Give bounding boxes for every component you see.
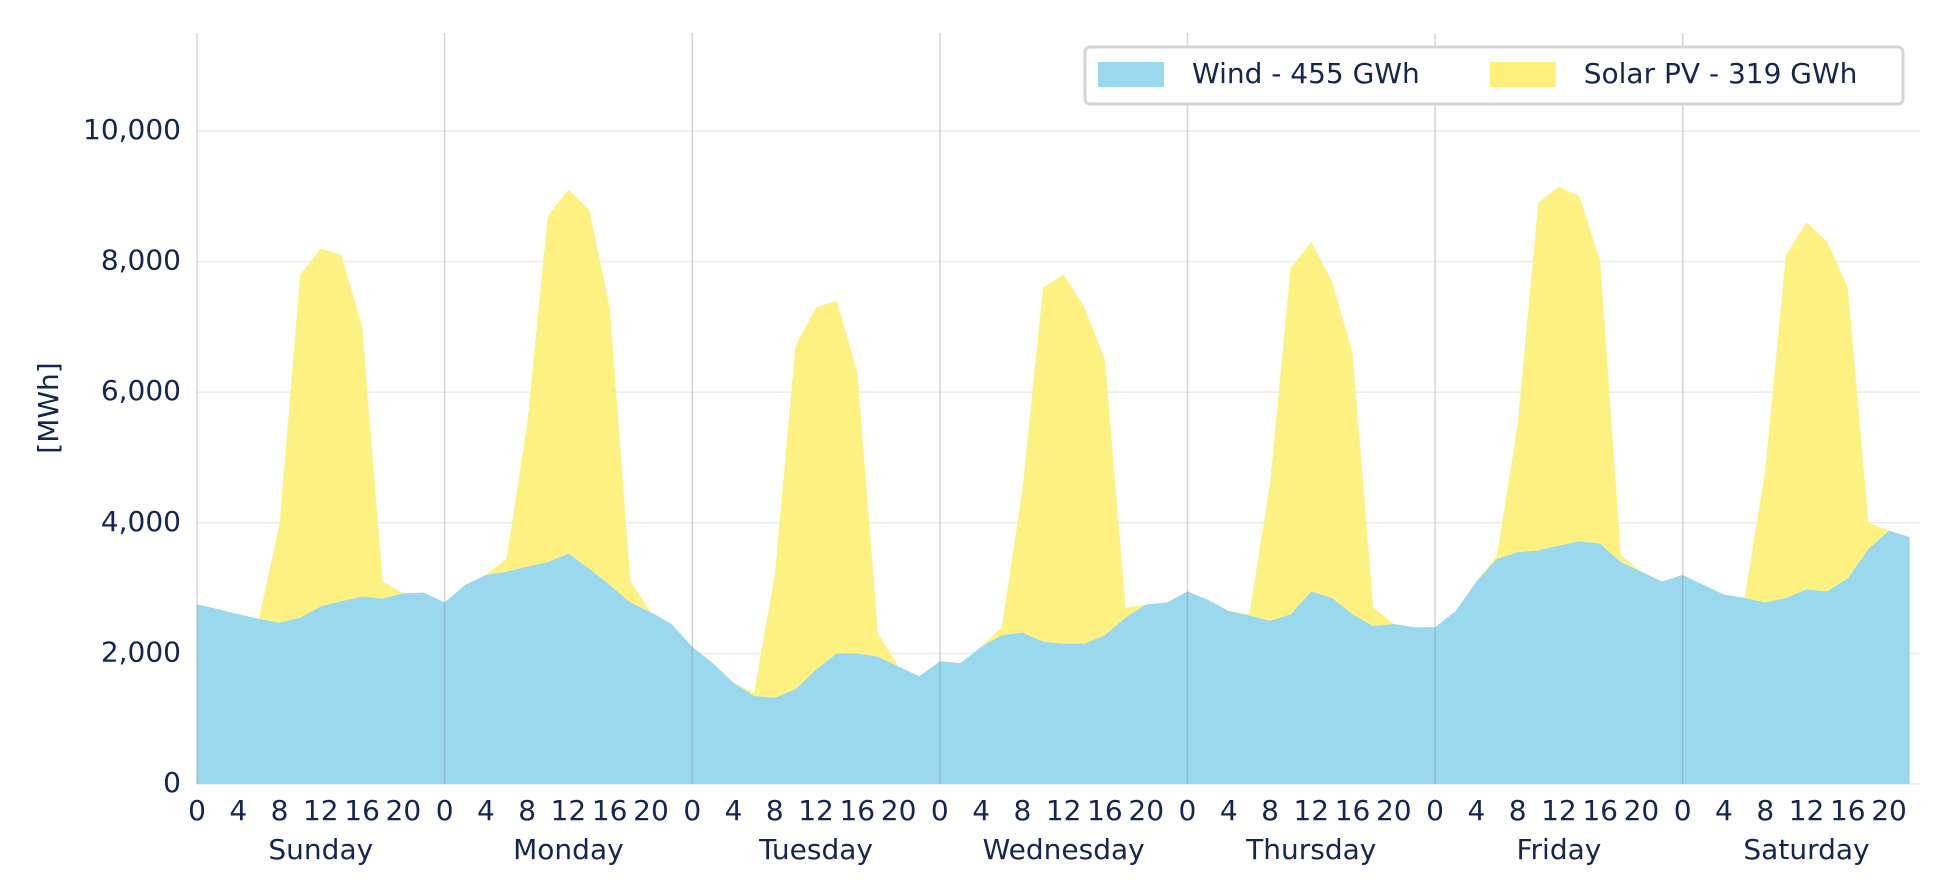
x-tick-label: 20	[1128, 794, 1164, 827]
x-tick-label: 0	[1179, 794, 1197, 827]
day-label: Monday	[513, 833, 624, 866]
x-tick-label: 20	[1624, 794, 1660, 827]
x-tick-label: 16	[1830, 794, 1866, 827]
x-tick-label: 8	[766, 794, 784, 827]
x-tick-label: 4	[477, 794, 495, 827]
x-tick-label: 8	[1756, 794, 1774, 827]
x-tick-label: 20	[1376, 794, 1412, 827]
x-tick-label: 4	[725, 794, 743, 827]
x-tick-label: 4	[229, 794, 247, 827]
x-tick-label: 16	[1582, 794, 1618, 827]
x-tick-label: 20	[386, 794, 422, 827]
legend-label: Solar PV - 319 GWh	[1584, 57, 1858, 90]
x-tick-label: 20	[881, 794, 917, 827]
area	[197, 530, 1910, 784]
legend-swatch	[1489, 62, 1556, 87]
x-tick-label: 16	[592, 794, 628, 827]
y-tick-label: 8,000	[101, 244, 181, 277]
day-label: Thursday	[1245, 833, 1376, 866]
x-tick-label: 8	[1509, 794, 1527, 827]
x-tick-label: 16	[839, 794, 875, 827]
x-tick-label: 8	[518, 794, 536, 827]
y-tick-label: 10,000	[83, 113, 181, 146]
x-tick-label: 0	[188, 794, 206, 827]
x-tick-label: 0	[1674, 794, 1692, 827]
x-tick-label: 16	[1335, 794, 1371, 827]
x-tick-label: 12	[1046, 794, 1082, 827]
x-tick-label: 4	[972, 794, 990, 827]
y-tick-label: 2,000	[101, 635, 181, 668]
x-tick-label: 0	[931, 794, 949, 827]
legend-label: Wind - 455 GWh	[1192, 57, 1420, 90]
x-tick-label: 4	[1467, 794, 1485, 827]
x-tick-label: 8	[1261, 794, 1279, 827]
day-label: Tuesday	[758, 833, 873, 866]
y-tick-label: 4,000	[101, 505, 181, 538]
legend-swatch	[1098, 62, 1164, 87]
x-tick-label: 8	[1013, 794, 1031, 827]
x-tick-label: 12	[1789, 794, 1825, 827]
y-tick-label: 0	[163, 766, 181, 799]
x-tick-label: 20	[633, 794, 669, 827]
x-tick-label: 0	[1426, 794, 1444, 827]
day-label: Friday	[1516, 833, 1601, 866]
x-tick-label: 16	[1087, 794, 1123, 827]
x-tick-label: 4	[1715, 794, 1733, 827]
x-tick-label: 12	[798, 794, 834, 827]
y-tick-label: 6,000	[101, 374, 181, 407]
day-label: Sunday	[268, 833, 373, 866]
x-tick-label: 0	[436, 794, 454, 827]
x-tick-label: 4	[1220, 794, 1238, 827]
area	[197, 186, 1910, 698]
x-tick-label: 16	[344, 794, 380, 827]
y-axis-label: [MWh]	[32, 362, 65, 453]
x-tick-label: 12	[551, 794, 587, 827]
x-tick-label: 12	[1293, 794, 1329, 827]
day-label: Wednesday	[983, 833, 1145, 866]
x-tick-label: 12	[303, 794, 339, 827]
x-tick-label: 20	[1871, 794, 1907, 827]
legend: Wind - 455 GWh Solar PV - 319 GWh	[1083, 45, 1905, 106]
x-tick-label: 12	[1541, 794, 1577, 827]
day-label: Saturday	[1743, 833, 1869, 866]
x-tick-label: 8	[271, 794, 289, 827]
x-tick-label: 0	[683, 794, 701, 827]
